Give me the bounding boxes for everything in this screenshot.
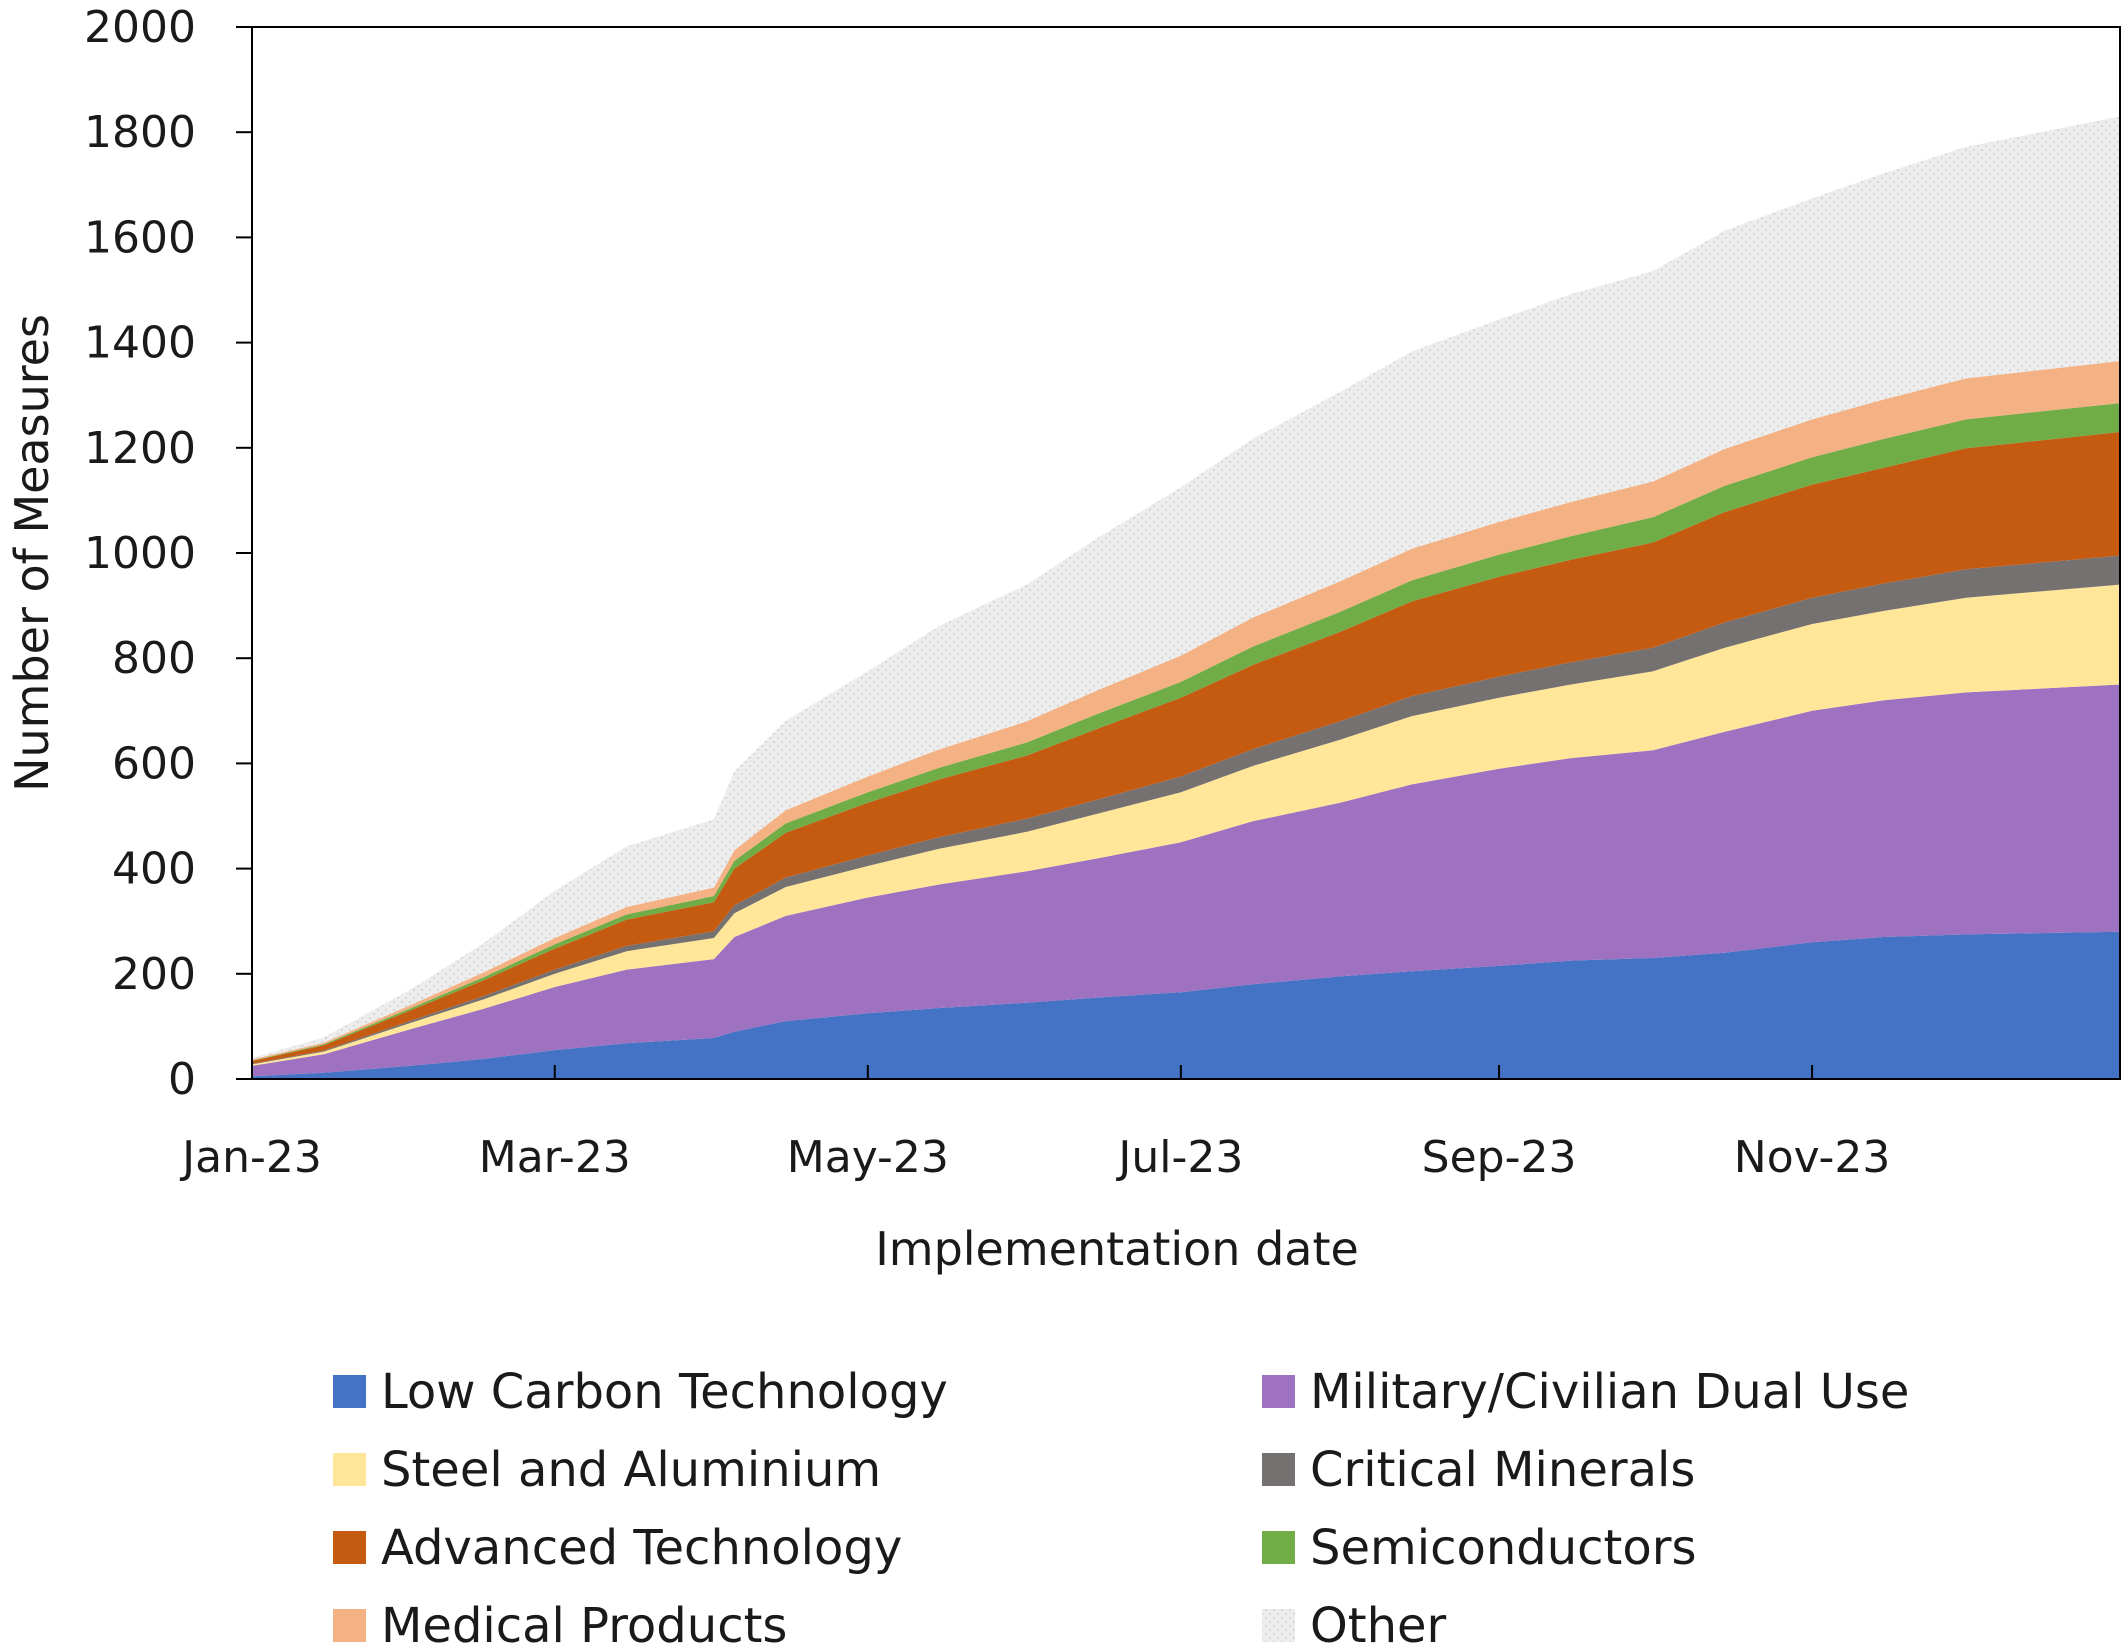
area-steel-and-aluminium: [252, 584, 2120, 1066]
y-tick-label: 400: [112, 844, 196, 895]
area-advanced-technology: [252, 432, 2120, 1064]
y-tick-label: 1200: [84, 423, 196, 474]
legend-swatch: [333, 1609, 366, 1642]
y-tick-label: 200: [112, 949, 196, 1000]
area-medical-products: [252, 361, 2120, 1061]
legend-item-low-carbon-technology: Low Carbon Technology: [333, 1364, 948, 1420]
legend-swatch: [1262, 1453, 1295, 1486]
legend-swatch: [333, 1375, 366, 1408]
x-tick-label: Mar-23: [479, 1132, 631, 1183]
area-layers: [252, 116, 2120, 1079]
x-axis-title: Implementation date: [875, 1222, 1359, 1276]
legend-item-semiconductors: Semiconductors: [1262, 1520, 1696, 1576]
legend-label: Steel and Aluminium: [381, 1442, 881, 1498]
legend-label: Advanced Technology: [381, 1520, 902, 1576]
legend-swatch: [1262, 1531, 1295, 1564]
area-other: [252, 116, 2120, 1060]
y-tick-label: 0: [168, 1054, 196, 1105]
y-tick-label: 600: [112, 738, 196, 789]
legend-item-medical-products: Medical Products: [333, 1598, 787, 1651]
x-axis: Jan-23 Mar-23 May-23 Jul-23 Sep-23 Nov-23: [179, 1065, 1890, 1183]
legend-swatch: [333, 1453, 366, 1486]
x-tick-label: Jan-23: [179, 1132, 322, 1183]
legend-swatch: [1262, 1609, 1295, 1642]
y-tick-label: 1800: [84, 107, 196, 158]
y-tick-label: 1600: [84, 212, 196, 263]
area-critical-minerals: [252, 555, 2120, 1065]
y-tick-label: 2000: [84, 2, 196, 53]
area-military-civilian-dual-use: [252, 684, 2120, 1077]
legend: Low Carbon Technology Military/Civilian D…: [333, 1364, 1909, 1651]
legend-label: Other: [1310, 1598, 1447, 1651]
legend-item-critical-minerals: Critical Minerals: [1262, 1442, 1695, 1498]
legend-label: Medical Products: [381, 1598, 787, 1651]
legend-item-other: Other: [1262, 1598, 1447, 1651]
x-tick-label: Nov-23: [1734, 1132, 1891, 1183]
legend-label: Semiconductors: [1310, 1520, 1696, 1576]
x-tick-label: May-23: [787, 1132, 949, 1183]
legend-label: Military/Civilian Dual Use: [1310, 1364, 1909, 1420]
y-axis-title: Number of Measures: [5, 314, 59, 792]
legend-swatch: [333, 1531, 366, 1564]
y-tick-label: 800: [112, 633, 196, 684]
y-tick-label: 1400: [84, 318, 196, 369]
legend-item-military-civilian-dual-use: Military/Civilian Dual Use: [1262, 1364, 1909, 1420]
legend-item-advanced-technology: Advanced Technology: [333, 1520, 902, 1576]
legend-label: Critical Minerals: [1310, 1442, 1695, 1498]
x-tick-label: Sep-23: [1422, 1132, 1577, 1183]
area-low-carbon-technology: [252, 931, 2120, 1079]
legend-label: Low Carbon Technology: [381, 1364, 948, 1420]
y-axis: 0 200 400 600 800 1000 1200 1400 1600 1800 2000: [84, 2, 252, 1105]
legend-swatch: [1262, 1375, 1295, 1408]
legend-item-steel-and-aluminium: Steel and Aluminium: [333, 1442, 881, 1498]
x-tick-label: Jul-23: [1115, 1132, 1243, 1183]
y-tick-label: 1000: [84, 528, 196, 579]
